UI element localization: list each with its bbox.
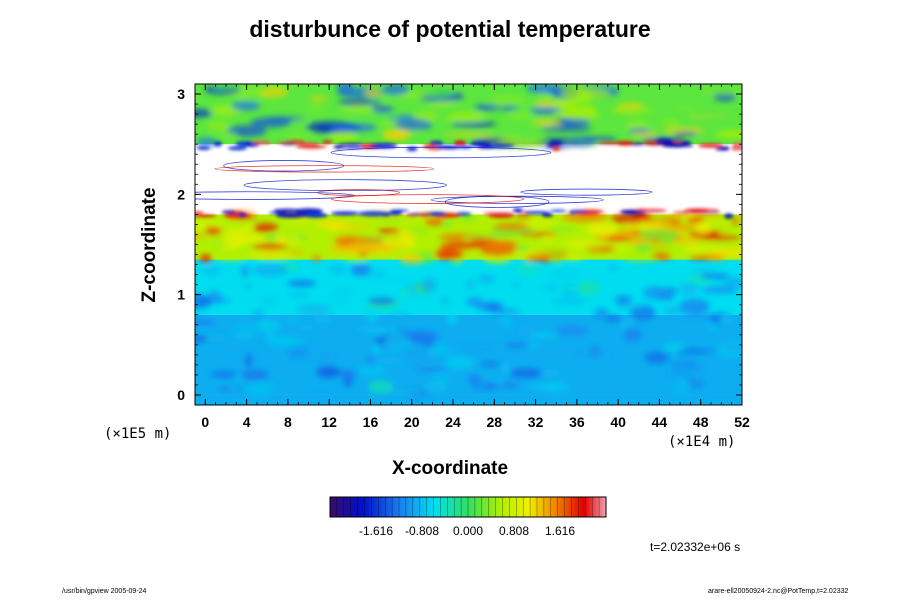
field-layer [195,144,742,215]
x-tick-label: 48 [693,414,709,430]
x-tick-label: 16 [363,414,379,430]
x-tick-label: 8 [284,414,292,430]
x-axis: 0 4 8 12 16 20 24 28 32 36 40 44 48 52 [194,84,750,430]
y-axis: 0 1 2 3 [177,83,742,406]
chart-title: disturbunce of potential temperature [249,16,651,42]
footer-right: arare-ell20050924-2.nc@PotTemp,t=2.02332 [708,588,849,595]
x-tick-label: 32 [528,414,544,430]
footer-left: /usr/bin/gpview 2005-09-24 [62,588,147,595]
x-tick-label: 24 [445,414,461,430]
y-tick-label: 2 [177,186,185,202]
x-tick-label: 0 [201,414,209,430]
x-tick-label: 44 [652,414,668,430]
y-tick-label: 3 [177,86,185,102]
y-axis-title: Z-coordinate [139,187,160,303]
x-tick-label: 28 [487,414,503,430]
colorbar-tick-label: 0.000 [453,524,483,538]
x-axis-title: X-coordinate [391,458,509,479]
x-tick-label: 40 [610,414,626,430]
x-tick-label: 52 [734,414,750,430]
y-tick-label: 1 [177,287,185,303]
field-layer [195,394,742,405]
field-edges [195,138,742,219]
colorbar-tick-label: -0.808 [405,524,439,538]
colorbar-tick-label: -1.616 [359,524,393,538]
field-texture [195,84,742,399]
x-unit-label: (×1E4 m) [668,434,736,450]
colorbar-tick-label: 0.808 [499,524,529,538]
heatmap-field [195,84,742,405]
y-tick-label: 0 [177,387,185,403]
x-tick-label: 4 [243,414,251,430]
colorbar-ticks: -1.616 -0.808 0.000 0.808 1.616 [336,497,600,538]
x-tick-label: 12 [321,414,337,430]
x-tick-label: 36 [569,414,585,430]
y-unit-label: (×1E5 m) [104,426,172,442]
x-tick-label: 20 [404,414,420,430]
time-label: t=2.02332e+06 s [650,540,741,554]
colorbar-tick-label: 1.616 [545,524,575,538]
